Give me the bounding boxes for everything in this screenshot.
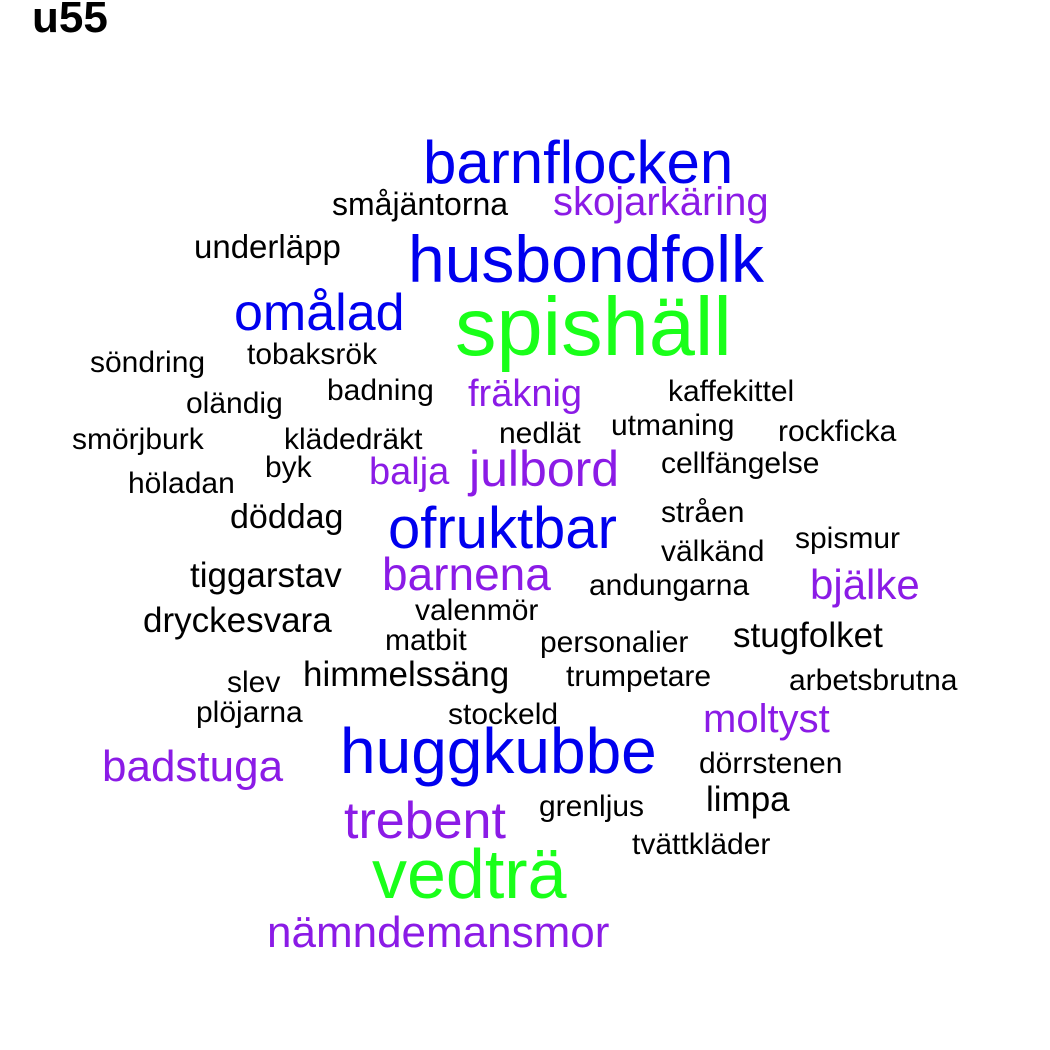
cloud-word-19: byk	[265, 451, 313, 484]
cloud-word-26: stråen	[661, 496, 744, 529]
cloud-word-49: grenljus	[539, 790, 644, 823]
cloud-word-30: barnena	[382, 548, 551, 600]
cloud-word-33: valenmör	[415, 594, 538, 627]
cloud-word-53: nämndemansmor	[267, 908, 609, 957]
cloud-word-52: vedträ	[372, 835, 567, 913]
cloud-word-50: trebent	[344, 792, 506, 850]
cloud-word-28: välkänd	[661, 535, 764, 568]
page-title: u55	[32, 0, 108, 42]
cloud-word-10: badning	[327, 374, 434, 407]
cloud-word-18: nedlät	[499, 417, 581, 450]
cloud-word-16: smörjburk	[72, 423, 205, 456]
cloud-word-24: döddag	[230, 498, 343, 536]
cloud-word-31: andungarna	[589, 569, 749, 602]
cloud-word-47: dörrstenen	[699, 747, 842, 780]
cloud-word-12: kaffekittel	[668, 375, 794, 408]
cloud-word-6: omålad	[234, 284, 405, 342]
cloud-word-5: husbondfolk	[408, 222, 765, 296]
cloud-word-44: moltyst	[703, 697, 830, 741]
cloud-word-22: cellfängelse	[661, 447, 819, 480]
cloud-word-43: stockeld	[448, 698, 558, 731]
cloud-word-38: himmelssäng	[303, 655, 509, 694]
cloud-word-36: personalier	[540, 626, 688, 659]
cloud-word-45: huggkubbe	[340, 715, 657, 787]
cloud-word-4: underläpp	[194, 228, 341, 265]
cloud-word-3: skojarkäring	[553, 180, 769, 224]
cloud-word-37: stugfolket	[733, 616, 883, 655]
cloud-word-41: arbetsbrutna	[789, 664, 958, 697]
cloud-word-46: badstuga	[102, 742, 284, 791]
cloud-word-13: oländig	[186, 387, 283, 420]
cloud-word-39: slev	[227, 666, 280, 699]
cloud-word-42: plöjarna	[196, 696, 303, 729]
cloud-word-20: balja	[369, 451, 450, 493]
cloud-word-51: tvättkläder	[632, 828, 770, 861]
cloud-word-21: julbord	[467, 441, 619, 497]
cloud-word-15: rockficka	[778, 415, 897, 448]
cloud-word-40: trumpetare	[566, 660, 711, 693]
cloud-word-35: matbit	[385, 624, 467, 657]
cloud-word-48: limpa	[706, 780, 790, 819]
cloud-word-25: ofruktbar	[388, 496, 617, 561]
cloud-word-11: fräknig	[468, 373, 582, 415]
cloud-word-7: spishäll	[455, 280, 732, 373]
cloud-word-8: söndring	[90, 346, 205, 379]
cloud-word-23: höladan	[128, 467, 235, 500]
cloud-word-1: barnflocken	[423, 129, 733, 196]
cloud-word-32: bjälke	[810, 561, 920, 608]
cloud-word-27: spismur	[795, 522, 900, 555]
cloud-word-14: utmaning	[611, 409, 734, 442]
cloud-word-17: klädedräkt	[284, 423, 423, 456]
cloud-word-9: tobaksrök	[247, 338, 378, 371]
cloud-word-34: dryckesvara	[143, 601, 332, 640]
cloud-word-2: småjäntorna	[332, 186, 508, 222]
cloud-word-29: tiggarstav	[190, 556, 342, 595]
